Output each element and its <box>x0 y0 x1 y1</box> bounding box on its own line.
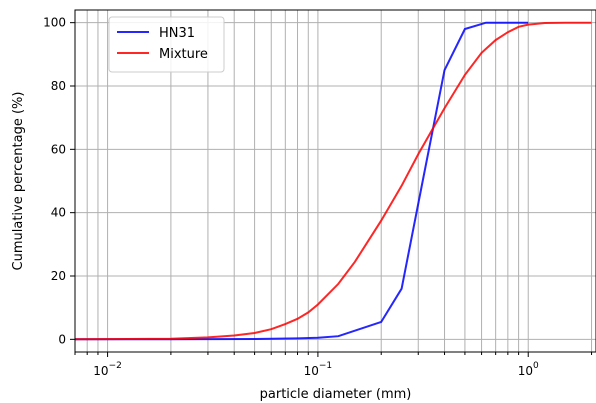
plot-frame <box>74 9 596 353</box>
y-tick-label: 100 <box>43 16 66 30</box>
y-tick-label: 60 <box>51 142 66 156</box>
legend: HN31 Mixture <box>108 16 225 73</box>
series-line-hn31 <box>75 21 529 341</box>
legend-box <box>108 16 225 73</box>
y-axis-label: Cumulative percentage (%) <box>11 92 26 271</box>
series-lines <box>74 21 592 341</box>
y-tick-label: 20 <box>51 269 66 283</box>
x-tick-label: 100 <box>518 361 539 378</box>
x-axis-label: particle diameter (mm) <box>260 387 412 402</box>
y-tick-label: 80 <box>51 79 66 93</box>
series-line-mixture <box>74 21 592 341</box>
axis-ticks: 10−2 10−1 100 0 20 40 60 80 100 <box>43 16 593 378</box>
y-tick-label: 40 <box>51 206 66 220</box>
legend-label: HN31 <box>159 26 195 41</box>
y-tick-label: 0 <box>58 332 66 346</box>
legend-label: Mixture <box>159 47 208 62</box>
x-tick-label: 10−1 <box>304 361 333 378</box>
x-tick-label: 10−2 <box>93 361 122 378</box>
